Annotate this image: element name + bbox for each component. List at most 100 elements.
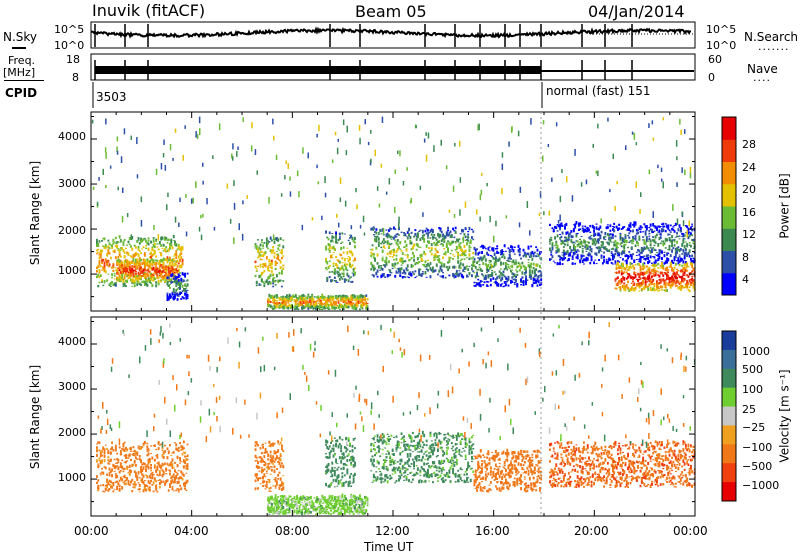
velocity-cbar-tick-neg1000: −1000 — [742, 479, 780, 492]
power-cbar-tick-20: 20 — [742, 183, 756, 196]
xtick-0800: 08:00 — [275, 524, 310, 538]
freq-frame — [90, 53, 696, 81]
cpid-value-2: normal (fast) 151 — [546, 84, 651, 98]
nsky-underline — [12, 47, 26, 49]
nsearch-dots: ....... — [758, 40, 790, 53]
power-ytick-4000: 4000 — [58, 130, 86, 143]
nave-tick-high: 60 — [708, 53, 722, 66]
power-band-4 — [325, 230, 356, 283]
velocity-band-1 — [254, 440, 285, 492]
velocity-band-6 — [267, 493, 369, 516]
power-cbar-tick-8: 8 — [742, 251, 749, 264]
freq-tick-low: 8 — [72, 71, 79, 84]
nave-dots: .... — [753, 71, 771, 84]
power-colorbar-swatch — [722, 272, 736, 296]
nave-label: Nave — [747, 62, 778, 76]
power-heatmap — [91, 116, 696, 311]
nsky-right-tick-low: 10^0 — [706, 39, 737, 52]
nsky-line — [90, 26, 692, 39]
velocity-cbar-tick-100: 100 — [742, 383, 763, 396]
nsearch-label: N.Search — [744, 30, 799, 44]
velocity-cbar-tick-1000: 1000 — [742, 345, 770, 358]
power-cbar-tick-4: 4 — [742, 273, 749, 286]
power-colorbar-swatch — [722, 161, 736, 185]
velocity-band-0 — [96, 440, 189, 493]
power-colorbar-swatch — [722, 117, 736, 140]
freq-block — [95, 66, 541, 74]
power-colorbar-swatch — [722, 228, 736, 251]
power-band-5 — [370, 226, 475, 279]
velocity-cbar-tick-neg100: −100 — [742, 441, 773, 454]
freq-tick-high: 18 — [66, 53, 80, 66]
axes-frames — [90, 111, 696, 517]
nsky-tick-high: 10^5 — [54, 23, 85, 36]
velocity-ytick-2000: 2000 — [58, 426, 86, 439]
freq-label: Freq. — [8, 54, 36, 67]
power-colorbar-swatch — [722, 139, 736, 162]
velocity-band-2 — [325, 436, 356, 488]
velocity-colorbar-swatch — [722, 368, 736, 389]
power-band-6 — [473, 244, 543, 288]
velocity-band-5 — [549, 440, 696, 488]
power-band-2 — [166, 272, 189, 302]
power-colorbar-swatch — [722, 250, 736, 274]
velocity-scatter — [97, 322, 696, 448]
nsky-label: N.Sky — [3, 30, 38, 44]
xaxis-label: Time UT — [364, 540, 414, 554]
velocity-ytick-4000: 4000 — [58, 335, 86, 348]
nsky-frame — [90, 21, 696, 49]
xtick-2400: 00:00 — [673, 524, 708, 538]
velocity-ytick-1000: 1000 — [58, 471, 86, 484]
velocity-colorbar-swatch — [722, 444, 736, 464]
xtick-1200: 12:00 — [375, 524, 410, 538]
velocity-cbar-tick-25: 25 — [742, 403, 756, 416]
top-panels-graphics — [90, 21, 696, 108]
velocity-colorbar-swatch — [722, 425, 736, 445]
freq-unit: [MHz] — [3, 66, 36, 79]
velocity-colorbar-swatch — [722, 349, 736, 370]
power-cbar-label: Power [dB] — [777, 173, 792, 239]
power-band-3 — [254, 236, 285, 288]
xtick-1600: 16:00 — [475, 524, 510, 538]
power-colorbar-swatch — [722, 183, 736, 207]
velocity-colorbar-frame — [721, 330, 737, 502]
velocity-cbar-tick-500: 500 — [742, 363, 763, 376]
velocity-colorbar — [721, 330, 737, 502]
velocity-colorbar-swatch — [722, 482, 736, 502]
cpid-value-1: 3503 — [96, 90, 127, 104]
velocity-band-3 — [370, 430, 475, 484]
freq-underline — [4, 80, 44, 81]
power-ytick-1000: 1000 — [58, 264, 86, 277]
power-cbar-tick-28: 28 — [742, 138, 756, 151]
power-cbar-tick-24: 24 — [742, 161, 756, 174]
nave-tick-low: 0 — [708, 71, 715, 84]
power-cbar-tick-12: 12 — [742, 228, 756, 241]
power-ylabel: Slant Range [km] — [28, 160, 43, 266]
power-scatter — [91, 116, 692, 245]
velocity-colorbar-swatch — [722, 406, 736, 426]
cpid-label: CPID — [5, 86, 38, 100]
velocity-cbar-label: Velocity [m s⁻¹] — [777, 369, 792, 463]
xtick-0000: 00:00 — [74, 524, 109, 538]
power-ytick-2000: 2000 — [58, 224, 86, 237]
velocity-ylabel: Slant Range [km] — [28, 364, 43, 470]
velocity-band-4 — [473, 448, 543, 493]
power-band-9 — [267, 293, 369, 311]
power-cbar-tick-16: 16 — [742, 206, 756, 219]
date-title: 04/Jan/2014 — [588, 2, 685, 21]
colorbars — [721, 116, 737, 502]
power-ytick-3000: 3000 — [58, 177, 86, 190]
velocity-colorbar-swatch — [722, 463, 736, 483]
power-band-7 — [549, 221, 696, 266]
nsky-tick-low: 10^0 — [54, 39, 85, 52]
power-colorbar — [721, 116, 737, 296]
power-colorbar-frame — [721, 116, 737, 296]
velocity-cbar-tick-neg500: −500 — [742, 460, 773, 473]
velocity-colorbar-swatch — [722, 387, 736, 408]
velocity-cbar-tick-neg25: −25 — [742, 421, 766, 434]
station-title: Inuvik (fitACF) — [92, 1, 206, 20]
power-band-1 — [116, 257, 179, 284]
velocity-heatmap — [96, 322, 696, 516]
velocity-colorbar-swatch — [722, 331, 736, 351]
